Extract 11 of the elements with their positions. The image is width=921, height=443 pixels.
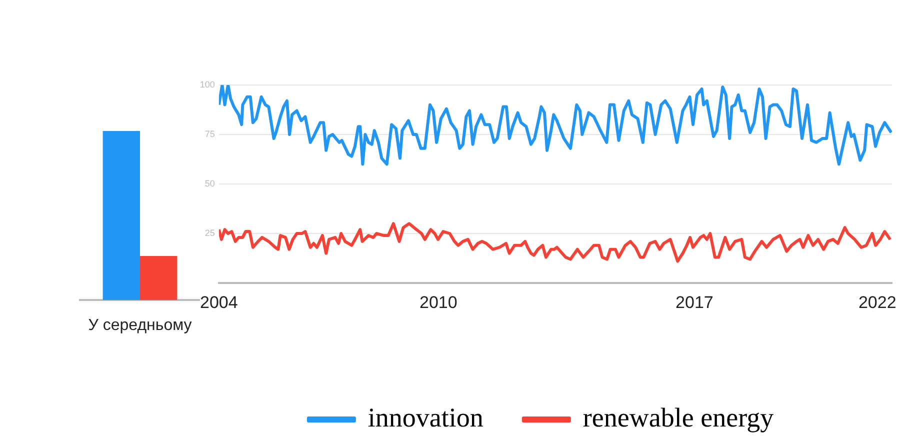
y-tick-label: 25 [204, 228, 215, 238]
y-tick-label: 75 [204, 128, 215, 139]
legend-label: renewable energy [582, 402, 774, 433]
x-tick-label: 2004 [200, 292, 238, 312]
x-tick-label: 2017 [676, 292, 714, 312]
x-tick-label: 2022 [858, 292, 896, 312]
x-tick-label: У середньому [88, 317, 192, 334]
y-tick-label: 50 [204, 178, 215, 188]
x-tick-label: 2010 [419, 292, 458, 312]
y-tick-label: 100 [200, 79, 215, 90]
legend-label: innovation [368, 402, 484, 433]
